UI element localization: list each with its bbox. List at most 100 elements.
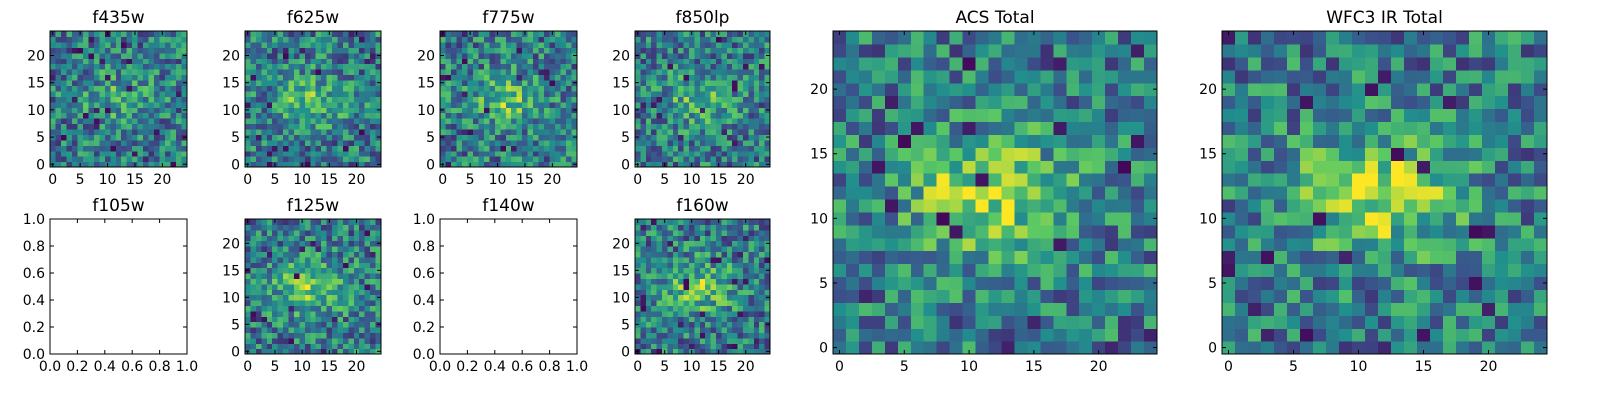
heatmap-cell bbox=[250, 246, 257, 252]
heatmap-cell bbox=[478, 118, 485, 125]
heatmap-cell bbox=[71, 118, 78, 125]
heatmap-cell bbox=[143, 112, 150, 119]
heatmap-cell bbox=[662, 74, 668, 81]
heatmap-cell bbox=[1482, 302, 1496, 316]
heatmap-cell bbox=[516, 107, 523, 114]
heatmap-cell bbox=[1274, 237, 1288, 252]
heatmap-cell bbox=[505, 31, 512, 38]
heatmap-cell bbox=[640, 63, 647, 70]
heatmap-cell bbox=[923, 250, 938, 265]
heatmap-cell bbox=[176, 58, 183, 65]
heatmap-cell bbox=[342, 96, 349, 103]
heatmap-cell bbox=[1053, 263, 1067, 278]
heatmap-cell bbox=[375, 74, 382, 81]
heatmap-cell bbox=[1534, 211, 1548, 226]
heatmap-cell bbox=[104, 123, 111, 130]
heatmap-cell bbox=[1040, 211, 1054, 226]
heatmap-cell bbox=[672, 107, 679, 114]
heatmap-cell bbox=[871, 43, 886, 58]
heatmap-cell bbox=[667, 348, 674, 355]
heatmap-cell bbox=[694, 224, 701, 231]
heatmap-cell bbox=[1417, 224, 1431, 239]
heatmap-cell bbox=[1027, 121, 1041, 135]
heatmap-cell bbox=[656, 310, 663, 317]
heatmap-cell bbox=[77, 112, 84, 119]
heatmap-cell bbox=[110, 47, 117, 54]
heatmap-cell bbox=[342, 321, 349, 328]
heatmap-cell bbox=[764, 310, 771, 317]
heatmap-cell bbox=[255, 112, 262, 119]
heatmap-cell bbox=[321, 52, 328, 59]
heatmap-cell bbox=[342, 256, 349, 263]
heatmap-cell bbox=[500, 74, 507, 81]
heatmap-cell bbox=[764, 145, 771, 152]
heatmap-cell bbox=[705, 112, 712, 119]
heatmap-cell bbox=[845, 121, 860, 135]
heatmap-cell bbox=[662, 150, 668, 157]
heatmap-cell bbox=[753, 139, 760, 146]
heatmap-cell bbox=[726, 139, 733, 146]
heatmap-cell bbox=[272, 289, 279, 296]
heatmap-cell bbox=[743, 262, 749, 269]
heatmap-cell bbox=[261, 47, 268, 54]
heatmap-cell bbox=[640, 229, 647, 236]
heatmap-cell bbox=[456, 118, 463, 125]
heatmap-cell bbox=[705, 58, 712, 65]
heatmap-cell bbox=[99, 139, 106, 146]
heatmap-cell bbox=[299, 123, 306, 130]
heatmap-cell bbox=[710, 224, 717, 231]
heatmap-cell bbox=[689, 327, 695, 333]
heatmap-cell bbox=[143, 90, 150, 97]
heatmap-cell bbox=[1040, 186, 1054, 200]
heatmap-cell bbox=[635, 289, 641, 296]
heatmap-cell bbox=[527, 156, 534, 163]
heatmap-cell bbox=[148, 112, 155, 119]
heatmap-cell bbox=[359, 79, 366, 86]
heatmap-cell bbox=[337, 69, 344, 76]
heatmap-cell bbox=[1534, 302, 1548, 316]
heatmap-cell bbox=[115, 69, 122, 76]
heatmap-cell bbox=[672, 79, 679, 86]
heatmap-cell bbox=[132, 101, 139, 108]
heatmap-cell bbox=[461, 36, 468, 43]
heatmap-cell bbox=[293, 145, 300, 152]
heatmap-cell bbox=[753, 327, 760, 333]
heatmap-cell bbox=[667, 294, 674, 301]
heatmap-cell bbox=[321, 96, 328, 103]
heatmap-cell bbox=[1092, 69, 1106, 84]
heatmap-cell bbox=[261, 85, 268, 92]
heatmap-cell bbox=[478, 101, 485, 108]
heatmap-cell bbox=[560, 85, 567, 92]
heatmap-cell bbox=[288, 348, 295, 355]
heatmap-cell bbox=[689, 235, 695, 242]
heatmap-cell bbox=[55, 58, 62, 65]
heatmap-cell bbox=[375, 343, 382, 350]
heatmap-cell bbox=[245, 112, 252, 119]
heatmap-cell bbox=[77, 63, 84, 70]
heatmap-cell bbox=[71, 145, 78, 152]
heatmap-cell bbox=[93, 79, 100, 86]
x-tick-label: 0.2 bbox=[456, 359, 478, 375]
heatmap-cell bbox=[721, 139, 728, 146]
heatmap-cell bbox=[635, 305, 641, 312]
heatmap-cell bbox=[272, 145, 279, 152]
heatmap-cell bbox=[1092, 134, 1106, 148]
heatmap-cell bbox=[315, 235, 322, 242]
heatmap-cell bbox=[176, 128, 183, 135]
heatmap-cell bbox=[694, 246, 701, 252]
heatmap-cell bbox=[299, 145, 306, 152]
heatmap-cell bbox=[689, 96, 695, 103]
heatmap-cell bbox=[1040, 302, 1054, 316]
heatmap-cell bbox=[132, 52, 139, 59]
heatmap-cell bbox=[645, 332, 652, 339]
heatmap-cell bbox=[255, 316, 262, 323]
heatmap-cell bbox=[566, 41, 573, 48]
heatmap-cell bbox=[304, 156, 311, 163]
heatmap-cell bbox=[332, 343, 339, 350]
heatmap-cell bbox=[1027, 302, 1041, 316]
heatmap-cell bbox=[694, 74, 701, 81]
heatmap-cell bbox=[337, 47, 344, 54]
heatmap-cell bbox=[77, 52, 84, 59]
heatmap-cell bbox=[348, 262, 355, 269]
heatmap-cell bbox=[304, 85, 311, 92]
